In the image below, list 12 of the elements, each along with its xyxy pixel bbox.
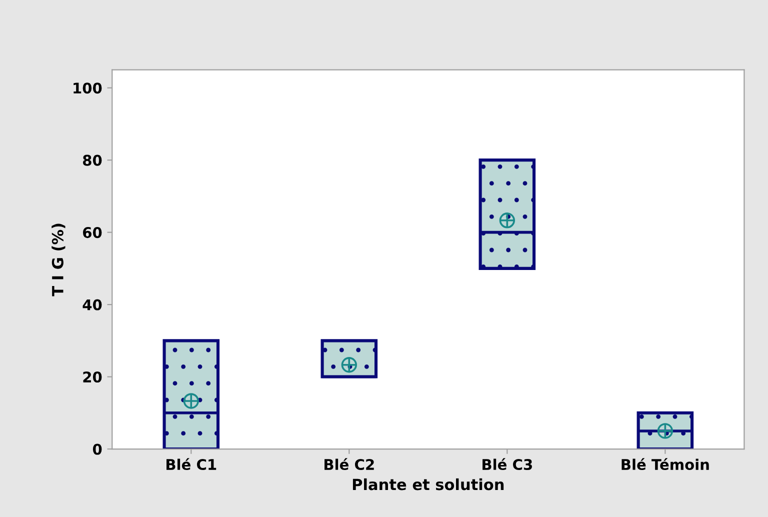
- x-tick-label: Blé C1: [166, 458, 216, 470]
- y-tick-label: 40: [82, 299, 102, 310]
- y-tick-label: 60: [83, 227, 102, 238]
- x-tick-label: Blé Témoin: [622, 458, 709, 470]
- y-tick-label: 80: [83, 154, 102, 166]
- x-tick-label: Blé C3: [482, 458, 532, 470]
- y-tick-label: 20: [83, 372, 102, 383]
- y-tick-label: 0: [92, 444, 102, 455]
- y-tick-label: 100: [74, 82, 102, 94]
- y-axis-title: T I G (%): [52, 224, 66, 296]
- x-tick-label: Blé C2: [324, 458, 374, 470]
- x-axis-title: Plante et solution: [352, 478, 504, 490]
